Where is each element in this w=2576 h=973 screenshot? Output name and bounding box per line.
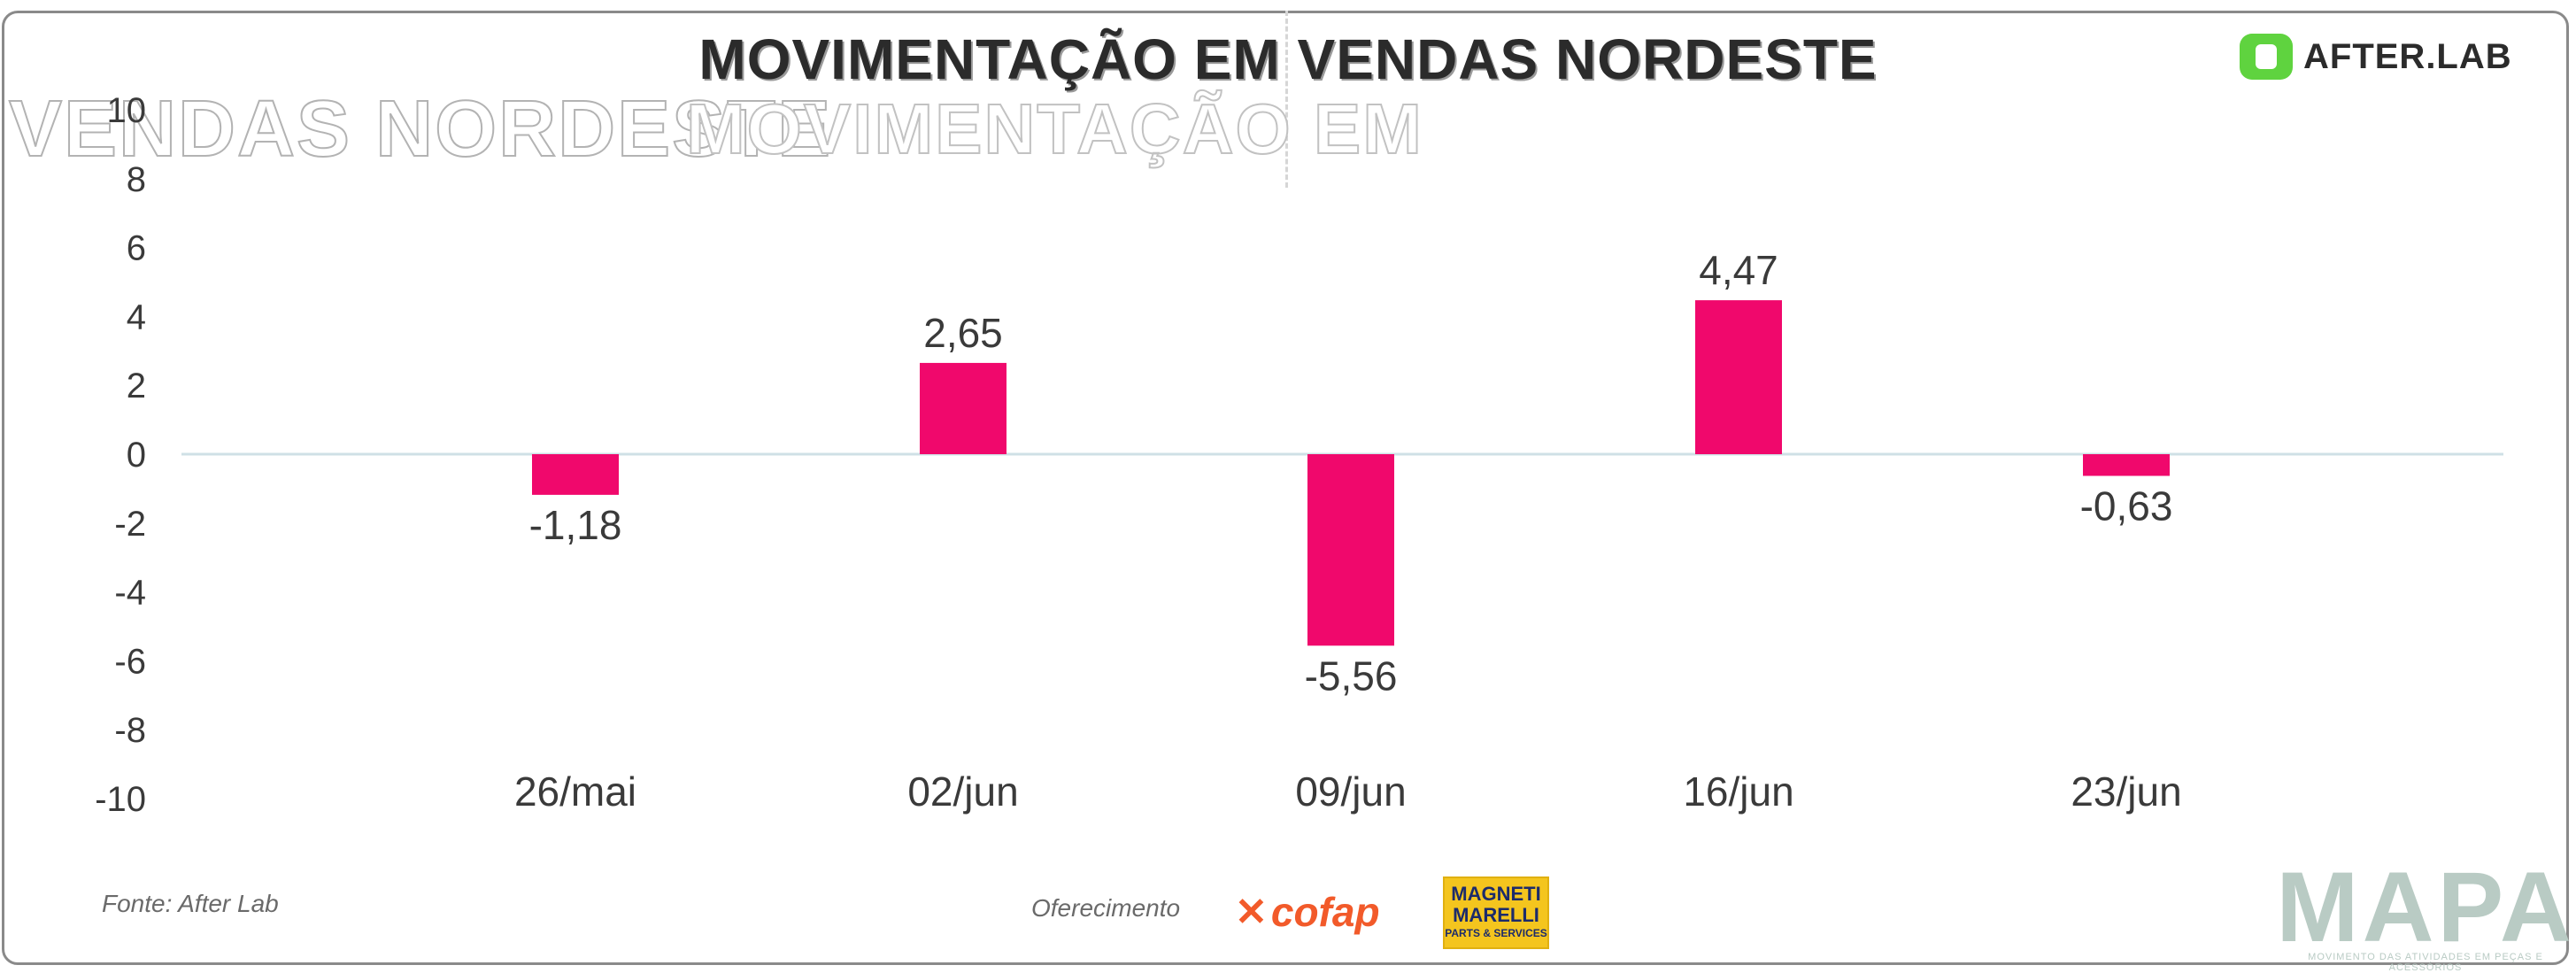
y-tick-label: 8 bbox=[127, 160, 146, 199]
magneti-line1: MAGNETI bbox=[1451, 883, 1541, 905]
ghost-text-left: VENDAS NORDESTE bbox=[8, 84, 833, 174]
y-tick-label: 10 bbox=[107, 91, 147, 130]
afterlab-logo-icon bbox=[2240, 34, 2293, 80]
y-tick-label: -4 bbox=[114, 574, 146, 613]
data-label: -1,18 bbox=[529, 502, 622, 548]
chart-title: MOVIMENTAÇÃO EM VENDAS NORDESTE bbox=[698, 27, 1878, 91]
x-tick-label: 16/jun bbox=[1683, 768, 1793, 815]
data-label: -5,56 bbox=[1305, 653, 1398, 699]
magneti-marelli-logo: MAGNETI MARELLI PARTS & SERVICES bbox=[1443, 876, 1549, 949]
data-label: 4,47 bbox=[1699, 247, 1778, 293]
mapa-logo: MAPA MOVIMENTO DAS ATIVIDADES EM PEÇAS E… bbox=[2275, 852, 2576, 973]
magneti-line2: MARELLI bbox=[1453, 904, 1539, 926]
y-tick-label: 0 bbox=[127, 436, 146, 475]
y-tick-label: -2 bbox=[114, 505, 146, 544]
x-tick-label: 02/jun bbox=[907, 768, 1018, 815]
bar bbox=[532, 454, 619, 495]
bar bbox=[1307, 454, 1394, 646]
afterlab-logo-text: AFTER.LAB bbox=[2303, 36, 2512, 76]
bar bbox=[2083, 454, 2170, 476]
y-tick-label: -10 bbox=[95, 780, 146, 819]
data-label: 2,65 bbox=[923, 310, 1003, 356]
ghost-text-center: MOVIMENTAÇÃO EM bbox=[685, 89, 1423, 169]
mapa-tagline: MOVIMENTO DAS ATIVIDADES EM PEÇAS E ACES… bbox=[2308, 952, 2543, 973]
y-tick-label: -8 bbox=[114, 711, 146, 750]
overlay-panel bbox=[2, 11, 1288, 188]
bar bbox=[920, 362, 1006, 454]
source-note: Fonte: After Lab bbox=[102, 890, 279, 917]
data-label: -0,63 bbox=[2080, 483, 2173, 529]
afterlab-logo: AFTER.LAB bbox=[2240, 34, 2512, 80]
cofap-logo: ✕ cofap bbox=[1235, 888, 1380, 936]
magneti-line3: PARTS & SERVICES bbox=[1445, 927, 1547, 939]
cofap-logo-text: cofap bbox=[1270, 889, 1380, 935]
mapa-logo-text: MAPA bbox=[2276, 852, 2575, 962]
x-tick-label: 26/mai bbox=[514, 768, 636, 815]
cofap-mark-icon: ✕ bbox=[1235, 890, 1268, 934]
bar bbox=[1695, 300, 1782, 454]
y-tick-label: 6 bbox=[127, 229, 146, 268]
x-tick-label: 23/jun bbox=[2071, 768, 2181, 815]
x-tick-label: 09/jun bbox=[1295, 768, 1406, 815]
y-tick-label: 4 bbox=[127, 297, 146, 336]
y-tick-label: 2 bbox=[127, 367, 146, 405]
sponsor-label: Oferecimento bbox=[1031, 894, 1181, 922]
y-tick-label: -6 bbox=[114, 642, 146, 681]
